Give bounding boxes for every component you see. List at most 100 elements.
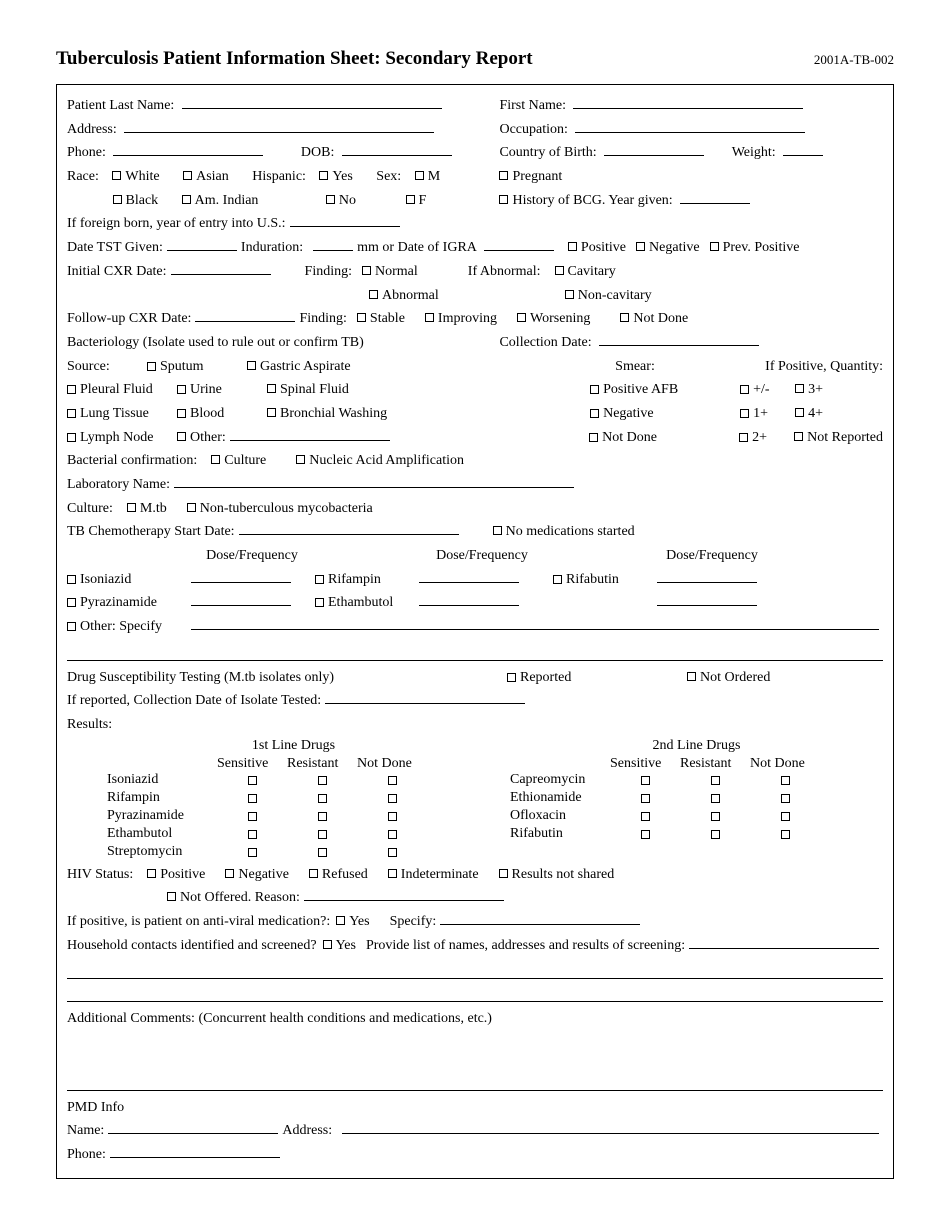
checkbox-hiv-not-shared[interactable]: Results not shared bbox=[499, 864, 615, 886]
checkbox-hiv-not-offered[interactable]: Not Offered. Reason: bbox=[167, 887, 300, 909]
checkbox-rfb-nd[interactable] bbox=[781, 830, 790, 839]
checkbox-sex-m[interactable]: M bbox=[415, 166, 440, 188]
input-collection-date[interactable] bbox=[599, 332, 759, 346]
checkbox-rif-r[interactable] bbox=[318, 794, 327, 803]
checkbox-blood[interactable]: Blood bbox=[177, 403, 267, 425]
checkbox-tst-positive[interactable]: Positive bbox=[568, 237, 626, 259]
checkbox-tst-negative[interactable]: Negative bbox=[636, 237, 700, 259]
input-dose-ethambutol[interactable] bbox=[419, 592, 519, 606]
checkbox-emb-s[interactable] bbox=[248, 830, 257, 839]
input-source-other[interactable] bbox=[230, 427, 390, 441]
checkbox-ofl-nd[interactable] bbox=[781, 812, 790, 821]
checkbox-eth-nd[interactable] bbox=[781, 794, 790, 803]
input-occupation[interactable] bbox=[575, 119, 805, 133]
checkbox-pregnant[interactable]: Pregnant bbox=[499, 166, 562, 188]
input-fu-cxr[interactable] bbox=[195, 308, 295, 322]
checkbox-2p[interactable]: 2+ bbox=[739, 427, 794, 449]
checkbox-sm-nd[interactable] bbox=[388, 848, 397, 857]
checkbox-inh-s[interactable] bbox=[248, 776, 257, 785]
checkbox-sex-f[interactable]: F bbox=[406, 190, 427, 212]
input-other-specify[interactable] bbox=[191, 616, 879, 630]
input-tst-date[interactable] bbox=[167, 237, 237, 251]
input-dose-rifabutin[interactable] bbox=[657, 569, 757, 583]
input-dose-isoniazid[interactable] bbox=[191, 569, 291, 583]
input-country[interactable] bbox=[604, 142, 704, 156]
checkbox-am-indian[interactable]: Am. Indian bbox=[182, 190, 259, 212]
checkbox-4p[interactable]: 4+ bbox=[795, 403, 823, 425]
input-lab-name[interactable] bbox=[174, 474, 574, 488]
checkbox-rifampin[interactable]: Rifampin bbox=[315, 569, 415, 591]
checkbox-mtb[interactable]: M.tb bbox=[127, 498, 167, 520]
input-pmd-phone[interactable] bbox=[110, 1144, 280, 1158]
checkbox-cap-r[interactable] bbox=[711, 776, 720, 785]
input-patient-last[interactable] bbox=[182, 95, 442, 109]
checkbox-inh-r[interactable] bbox=[318, 776, 327, 785]
checkbox-smear-neg[interactable]: Negative bbox=[590, 403, 740, 425]
input-init-cxr[interactable] bbox=[171, 261, 271, 275]
checkbox-pyrazinamide[interactable]: Pyrazinamide bbox=[67, 592, 187, 614]
checkbox-black[interactable]: Black bbox=[113, 190, 159, 212]
checkbox-sm-r[interactable] bbox=[318, 848, 327, 857]
checkbox-naa[interactable]: Nucleic Acid Amplification bbox=[296, 450, 464, 472]
checkbox-tst-prev-positive[interactable]: Prev. Positive bbox=[710, 237, 800, 259]
checkbox-3p[interactable]: 3+ bbox=[795, 379, 823, 401]
checkbox-fu-worsening[interactable]: Worsening bbox=[517, 308, 590, 330]
checkbox-bronchial[interactable]: Bronchial Washing bbox=[267, 403, 387, 425]
checkbox-rifabutin[interactable]: Rifabutin bbox=[553, 569, 653, 591]
checkbox-hisp-yes[interactable]: Yes bbox=[319, 166, 352, 188]
checkbox-cap-nd[interactable] bbox=[781, 776, 790, 785]
checkbox-bcg[interactable]: History of BCG. Year given: bbox=[499, 190, 672, 212]
checkbox-source-other[interactable]: Other: bbox=[177, 427, 226, 449]
checkbox-pza-s[interactable] bbox=[248, 812, 257, 821]
input-pmd-address[interactable] bbox=[342, 1120, 879, 1134]
checkbox-hiv-refused[interactable]: Refused bbox=[309, 864, 368, 886]
input-first-name[interactable] bbox=[573, 95, 803, 109]
checkbox-pleural[interactable]: Pleural Fluid bbox=[67, 379, 177, 401]
checkbox-arv-yes[interactable]: Yes bbox=[336, 911, 369, 933]
checkbox-lung[interactable]: Lung Tissue bbox=[67, 403, 177, 425]
checkbox-hisp-no[interactable]: No bbox=[326, 190, 356, 212]
checkbox-reported[interactable]: Reported bbox=[507, 667, 687, 689]
checkbox-sputum[interactable]: Sputum bbox=[147, 356, 247, 378]
input-chemo-start[interactable] bbox=[239, 521, 459, 535]
checkbox-household-yes[interactable]: Yes bbox=[323, 935, 356, 957]
checkbox-1p[interactable]: 1+ bbox=[740, 403, 795, 425]
checkbox-white[interactable]: White bbox=[112, 166, 159, 188]
checkbox-ntm[interactable]: Non-tuberculous mycobacteria bbox=[187, 498, 373, 520]
checkbox-urine[interactable]: Urine bbox=[177, 379, 267, 401]
blank-line-3[interactable] bbox=[67, 985, 883, 1002]
input-foreign-year[interactable] bbox=[290, 213, 400, 227]
checkbox-rif-s[interactable] bbox=[248, 794, 257, 803]
checkbox-ofl-s[interactable] bbox=[641, 812, 650, 821]
checkbox-non-cavitary[interactable]: Non-cavitary bbox=[565, 285, 652, 307]
checkbox-sm-s[interactable] bbox=[248, 848, 257, 857]
checkbox-hiv-pos[interactable]: Positive bbox=[147, 864, 205, 886]
input-bcg-year[interactable] bbox=[680, 190, 750, 204]
checkbox-pza-r[interactable] bbox=[318, 812, 327, 821]
blank-line-1[interactable] bbox=[67, 644, 883, 661]
checkbox-ethambutol[interactable]: Ethambutol bbox=[315, 592, 415, 614]
input-specify[interactable] bbox=[440, 911, 640, 925]
checkbox-hiv-indet[interactable]: Indeterminate bbox=[388, 864, 479, 886]
checkbox-inh-nd[interactable] bbox=[388, 776, 397, 785]
input-dose-blank[interactable] bbox=[657, 592, 757, 606]
checkbox-emb-r[interactable] bbox=[318, 830, 327, 839]
checkbox-rfb-r[interactable] bbox=[711, 830, 720, 839]
checkbox-smear-not-done[interactable]: Not Done bbox=[589, 427, 739, 449]
input-phone[interactable] bbox=[113, 142, 263, 156]
checkbox-not-ordered[interactable]: Not Ordered bbox=[687, 667, 770, 689]
checkbox-lymph[interactable]: Lymph Node bbox=[67, 427, 177, 449]
checkbox-finding-abnormal[interactable]: Abnormal bbox=[369, 285, 439, 307]
checkbox-cavitary[interactable]: Cavitary bbox=[555, 261, 616, 283]
input-weight[interactable] bbox=[783, 142, 823, 156]
checkbox-culture[interactable]: Culture bbox=[211, 450, 266, 472]
checkbox-cap-s[interactable] bbox=[641, 776, 650, 785]
checkbox-not-reported[interactable]: Not Reported bbox=[794, 427, 883, 449]
input-address[interactable] bbox=[124, 119, 434, 133]
input-pmd-name[interactable] bbox=[108, 1120, 278, 1134]
checkbox-asian[interactable]: Asian bbox=[183, 166, 229, 188]
checkbox-spinal[interactable]: Spinal Fluid bbox=[267, 379, 349, 401]
checkbox-rfb-s[interactable] bbox=[641, 830, 650, 839]
checkbox-fu-improving[interactable]: Improving bbox=[425, 308, 497, 330]
checkbox-hiv-neg[interactable]: Negative bbox=[225, 864, 289, 886]
